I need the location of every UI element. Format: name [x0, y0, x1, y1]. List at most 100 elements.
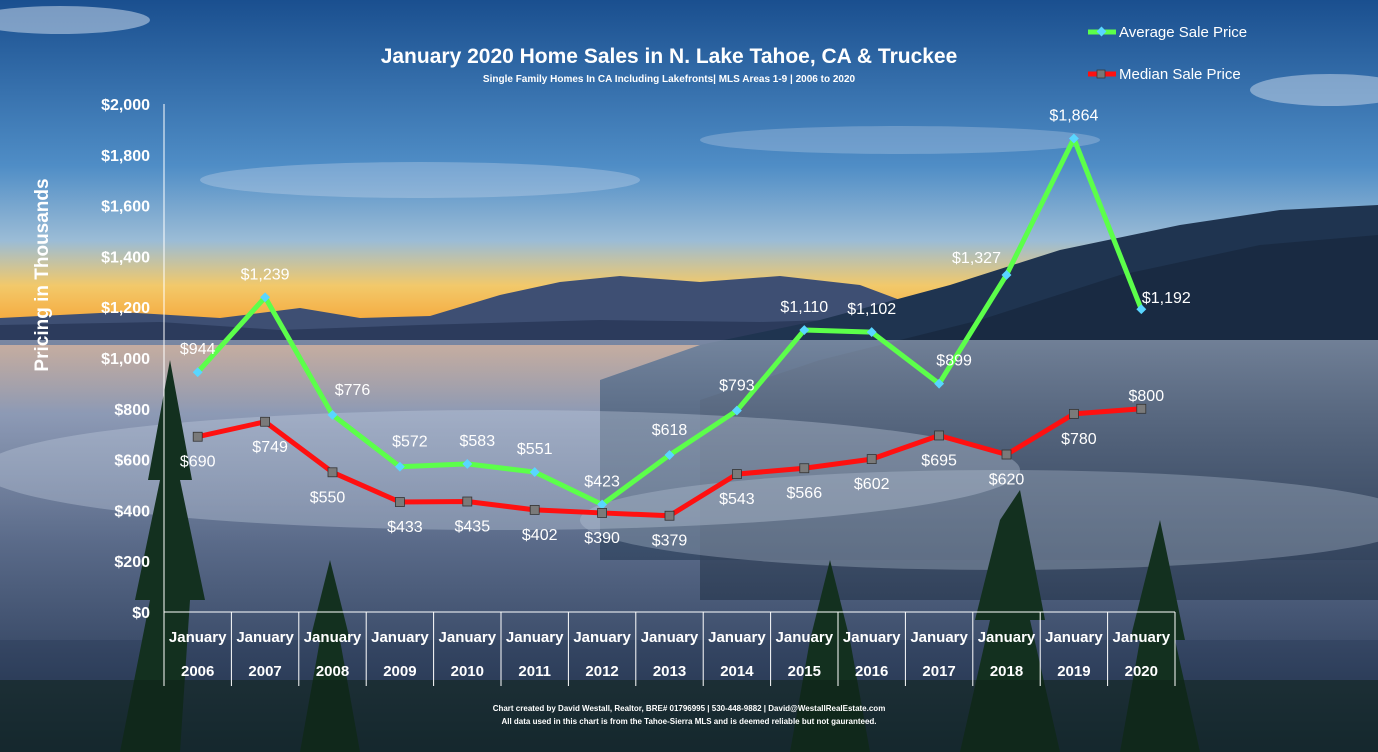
- average-data-point: [327, 409, 338, 420]
- series-layer: $944 $1,239 $776 $572 $583 $551 $423 $618 $793 $1…: [180, 108, 1191, 550]
- median-data-point: [192, 431, 203, 442]
- y-tick-label: $400: [114, 503, 150, 520]
- x-category-labels: January 2006 January 2007 January 2008 January…: [163, 612, 1176, 686]
- y-tick-label: $1,200: [101, 300, 150, 317]
- average-data-label: $1,192: [1142, 290, 1191, 307]
- median-data-point: [732, 469, 742, 479]
- legend-median-marker: [1096, 69, 1106, 79]
- median-data-label: $602: [854, 476, 890, 493]
- x-tick-year: 2017: [922, 663, 955, 680]
- x-tick-year: 2020: [1125, 663, 1158, 680]
- x-tick-year: 2010: [451, 663, 484, 680]
- x-tick-year: 2012: [585, 663, 618, 680]
- x-tick-year: 2019: [1057, 663, 1090, 680]
- average-data-point: [260, 292, 271, 303]
- average-data-label: $1,864: [1049, 108, 1098, 125]
- x-tick-month: January: [304, 629, 362, 646]
- average-data-label: $1,102: [847, 301, 896, 318]
- y-axis-label: Pricing in Thousands: [32, 178, 53, 371]
- x-tick-year: 2018: [990, 663, 1023, 680]
- credit-line-1: Chart created by David Westall, Realtor,…: [493, 704, 886, 713]
- x-tick-month: January: [371, 629, 429, 646]
- y-tick-labels: $2,000 $1,800 $1,600 $1,400 $1,200 $1,000 $800…: [101, 97, 150, 622]
- y-tick-label: $1,400: [101, 249, 150, 266]
- median-data-point: [1136, 403, 1147, 414]
- y-tick-label: $800: [114, 402, 150, 419]
- median-data-point: [394, 497, 405, 507]
- average-data-label: $618: [652, 422, 688, 439]
- average-data-label: $1,327: [952, 250, 1001, 267]
- median-data-point: [529, 504, 540, 515]
- x-tick-year: 2015: [788, 663, 821, 680]
- median-data-label: $402: [522, 527, 558, 544]
- average-data-point: [731, 405, 742, 416]
- x-tick-year: 2006: [181, 663, 214, 680]
- x-tick-year: 2014: [720, 663, 754, 680]
- y-tick-label: $1,600: [101, 199, 150, 216]
- average-data-point: [1001, 269, 1012, 280]
- median-data-point: [664, 510, 675, 521]
- x-tick-month: January: [236, 629, 294, 646]
- median-data-point: [260, 416, 271, 427]
- x-tick-month: January: [843, 629, 901, 646]
- median-data-point: [462, 496, 473, 507]
- average-data-point: [597, 499, 608, 510]
- y-tick-label: $600: [114, 453, 150, 470]
- average-data-label: $899: [936, 353, 972, 370]
- x-tick-month: January: [506, 629, 564, 646]
- median-data-point: [866, 454, 877, 464]
- x-tick-year: 2011: [518, 663, 551, 680]
- x-tick-month: January: [1113, 629, 1171, 646]
- y-tick-label: $1,800: [101, 148, 150, 165]
- median-data-point: [1001, 449, 1012, 460]
- median-data-label: $433: [387, 519, 423, 536]
- y-tick-label: $1,000: [101, 351, 150, 368]
- x-tick-year: 2016: [855, 663, 888, 680]
- average-data-label: $793: [719, 378, 755, 395]
- y-tick-label: $0: [132, 605, 150, 622]
- average-data-point: [866, 327, 877, 338]
- median-data-label: $780: [1061, 431, 1097, 448]
- average-data-point: [1068, 133, 1079, 144]
- average-data-point: [1136, 304, 1147, 315]
- median-data-label: $566: [787, 485, 823, 502]
- average-price-line: [195, 136, 1144, 508]
- x-tick-year: 2008: [316, 663, 349, 680]
- y-tick-label: $2,000: [101, 97, 150, 114]
- x-tick-month: January: [641, 629, 699, 646]
- legend-average-label: Average Sale Price: [1119, 24, 1247, 41]
- series-average: $944 $1,239 $776 $572 $583 $551 $423 $618 $793 $1…: [180, 108, 1191, 510]
- median-data-label: $543: [719, 491, 755, 508]
- median-data-label: $435: [455, 519, 491, 536]
- median-data-point: [327, 467, 338, 478]
- median-data-point: [1069, 408, 1079, 419]
- median-data-label: $800: [1129, 388, 1165, 405]
- average-data-point: [529, 467, 540, 477]
- average-data-label: $423: [584, 474, 620, 491]
- x-tick-month: January: [708, 629, 766, 646]
- average-data-label: $551: [517, 441, 553, 458]
- median-data-label: $620: [989, 472, 1025, 489]
- x-tick-month: January: [776, 629, 834, 646]
- legend-average-marker: [1096, 26, 1107, 37]
- x-tick-month: January: [910, 629, 968, 646]
- credit-line-2: All data used in this chart is from the …: [501, 717, 876, 726]
- median-data-label: $390: [584, 530, 620, 547]
- legend-item-average: Average Sale Price: [1088, 24, 1247, 41]
- average-data-point: [462, 458, 473, 469]
- legend-item-median: Median Sale Price: [1088, 66, 1241, 83]
- median-data-label: $749: [252, 439, 288, 456]
- x-tick-year: 2007: [248, 663, 281, 680]
- chart-title: January 2020 Home Sales in N. Lake Tahoe…: [381, 45, 958, 68]
- average-data-point: [394, 461, 405, 472]
- median-data-label: $550: [310, 489, 346, 506]
- median-data-point: [934, 430, 944, 441]
- x-tick-month: January: [978, 629, 1036, 646]
- average-data-label: $572: [392, 434, 428, 451]
- average-data-label: $944: [180, 341, 216, 358]
- series-median: $690 $749 $550 $433 $435 $402 $390 $379 $543 $566…: [180, 388, 1164, 550]
- average-data-point: [192, 367, 203, 378]
- x-tick-month: January: [169, 629, 227, 646]
